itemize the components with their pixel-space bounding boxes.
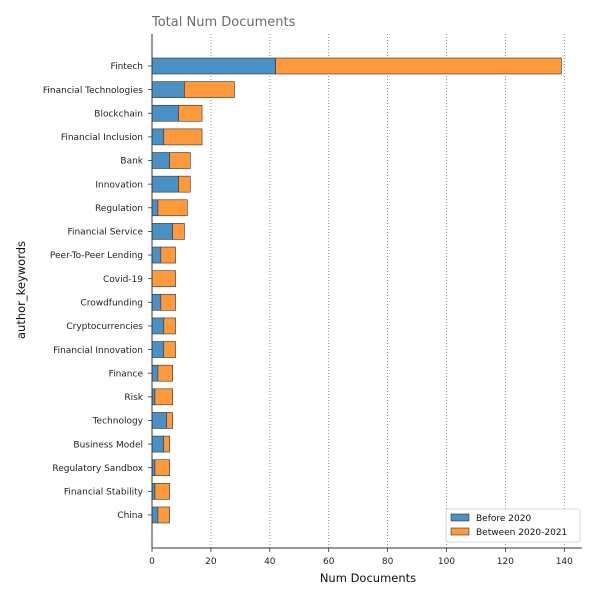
category-label: Innovation: [95, 180, 143, 190]
category-label: Blockchain: [94, 109, 143, 119]
category-label: Finance: [109, 369, 144, 379]
bar-between-2020-2021-15: [166, 412, 173, 429]
bar-between-2020-2021-1: [184, 81, 235, 98]
x-tick-label: 20: [205, 557, 217, 567]
category-label: Fintech: [111, 62, 143, 72]
x-tick-label: 60: [323, 557, 335, 567]
axes: [151, 34, 582, 549]
bar-before-2020-16: [151, 435, 165, 453]
bar-between-2020-2021-2: [178, 104, 203, 122]
x-tick-labels: 0 20 40 60 80 100 120 140: [149, 548, 573, 567]
bar-between-2020-2021-11: [163, 317, 176, 335]
x-tick-label: 80: [382, 557, 394, 567]
bar-before-2020-13: [151, 364, 159, 382]
x-tick-label: 0: [149, 557, 155, 567]
bar-between-2020-2021-16: [163, 435, 170, 453]
bar-before-2020-3: [151, 128, 165, 146]
legend-label-0: Before 2020: [476, 514, 531, 524]
bar-between-2020-2021-5: [178, 175, 191, 193]
category-label: Cryptocurrencies: [66, 322, 143, 332]
bar-between-2020-2021-9: [151, 270, 176, 287]
x-tick-label: 40: [264, 557, 276, 567]
bar-between-2020-2021-7: [172, 223, 185, 240]
bar-before-2020-7: [151, 223, 173, 240]
category-label: Financial Technologies: [43, 86, 143, 96]
bar-before-2020-15: [151, 412, 168, 429]
grid-lines: [210, 34, 565, 548]
bar-before-2020-4: [151, 152, 170, 169]
x-tick-label: 100: [438, 557, 455, 567]
x-tick-label: 120: [497, 557, 514, 567]
bar-before-2020-2: [151, 104, 179, 122]
category-label: Peer-To-Peer Lending: [50, 251, 143, 261]
bar-between-2020-2021-17: [154, 459, 170, 477]
x-tick-label: 140: [556, 557, 573, 567]
bar-between-2020-2021-14: [154, 388, 173, 406]
bar-before-2020-11: [151, 317, 165, 335]
category-labels: Fintech Financial Technologies Blockchain F…: [43, 62, 152, 521]
bar-between-2020-2021-3: [163, 128, 203, 146]
category-label: Financial Service: [67, 228, 143, 238]
legend-swatch-1: [450, 527, 470, 536]
category-label: Financial Inclusion: [61, 133, 143, 143]
category-label: Regulatory Sandbox: [52, 464, 143, 474]
bar-between-2020-2021-13: [157, 364, 173, 382]
bar-before-2020-0: [151, 57, 276, 75]
chart-title: Total Num Documents: [151, 15, 296, 30]
category-label: Covid-19: [103, 275, 143, 285]
category-label: Financial Stability: [64, 488, 144, 498]
category-label: China: [117, 511, 143, 521]
category-label: Crowdfunding: [80, 299, 143, 309]
bar-between-2020-2021-19: [157, 506, 170, 524]
bar-between-2020-2021-18: [154, 483, 170, 500]
legend: Before 2020 Between 2020-2021: [445, 508, 581, 543]
category-label: Regulation: [95, 204, 143, 214]
category-label: Risk: [124, 393, 143, 403]
bar-before-2020-6: [151, 199, 159, 217]
category-label: Bank: [120, 157, 143, 167]
bar-before-2020-8: [151, 246, 162, 264]
bar-before-2020-10: [151, 293, 162, 311]
legend-swatch-0: [450, 513, 470, 522]
category-label: Financial Innovation: [53, 346, 143, 356]
category-label: Business Model: [73, 440, 143, 450]
bar-before-2020-5: [151, 175, 179, 193]
bar-between-2020-2021-0: [275, 57, 562, 75]
bars: [151, 57, 562, 524]
bar-between-2020-2021-8: [160, 246, 176, 264]
y-axis-label: author_keywords: [14, 241, 28, 339]
x-axis-label: Num Documents: [320, 571, 416, 585]
bar-before-2020-12: [151, 341, 165, 358]
bar-before-2020-19: [151, 506, 159, 524]
bar-between-2020-2021-12: [163, 341, 176, 358]
category-label: Technology: [92, 417, 144, 427]
bar-between-2020-2021-6: [157, 199, 188, 217]
bar-between-2020-2021-10: [160, 293, 176, 311]
legend-box: [445, 508, 581, 543]
bar-between-2020-2021-4: [169, 152, 191, 169]
bar-before-2020-1: [151, 81, 185, 98]
legend-label-1: Between 2020-2021: [476, 528, 567, 538]
